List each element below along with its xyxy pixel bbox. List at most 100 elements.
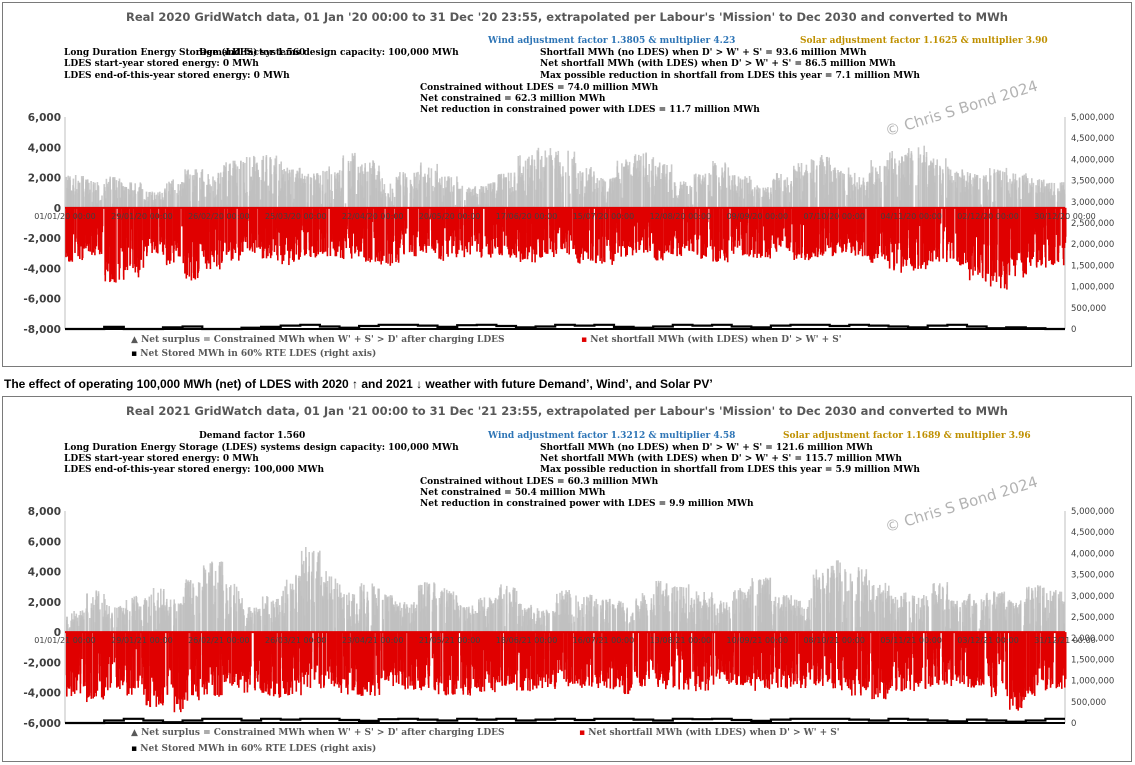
surplus-point bbox=[80, 617, 83, 633]
surplus-point bbox=[92, 597, 94, 633]
surplus-point bbox=[126, 609, 129, 633]
shortfall-point bbox=[881, 207, 884, 233]
surplus-point bbox=[263, 609, 265, 633]
surplus-point bbox=[605, 625, 608, 633]
shortfall-point bbox=[243, 207, 245, 235]
shortfall-point bbox=[120, 207, 122, 249]
shortfall-point bbox=[903, 207, 906, 240]
shortfall-point bbox=[439, 207, 441, 229]
surplus-point bbox=[371, 583, 374, 633]
surplus-point bbox=[131, 190, 134, 208]
surplus-point bbox=[806, 188, 808, 208]
surplus-point bbox=[802, 191, 804, 208]
shortfall-point bbox=[841, 207, 843, 244]
shortfall-point bbox=[983, 207, 985, 245]
surplus-point bbox=[364, 613, 366, 633]
surplus-point bbox=[501, 205, 504, 208]
surplus-point bbox=[444, 176, 446, 208]
shortfall-point bbox=[107, 207, 110, 264]
surplus-point bbox=[393, 606, 395, 633]
surplus-point bbox=[105, 178, 108, 208]
shortfall-point bbox=[971, 207, 974, 254]
shortfall-point bbox=[804, 207, 806, 256]
surplus-point bbox=[289, 583, 292, 633]
surplus-point bbox=[280, 188, 282, 208]
shortfall-point bbox=[791, 207, 794, 225]
shortfall-point bbox=[545, 207, 548, 235]
surplus-point bbox=[464, 200, 466, 208]
surplus-point bbox=[482, 190, 485, 208]
surplus-point bbox=[613, 177, 616, 208]
surplus-point bbox=[172, 179, 174, 208]
surplus-point bbox=[229, 163, 231, 208]
surplus-point bbox=[595, 598, 598, 633]
ldes-capacity: Long Duration Energy Storage (LDES) syst… bbox=[64, 48, 459, 58]
surplus-point bbox=[348, 600, 351, 633]
shortfall-point bbox=[665, 207, 667, 252]
surplus-point bbox=[198, 582, 201, 633]
surplus-point bbox=[397, 623, 399, 633]
shortfall-point bbox=[526, 207, 529, 260]
y-tick-label: -4,000 bbox=[23, 263, 61, 275]
shortfall-point bbox=[711, 207, 713, 240]
surplus-point bbox=[621, 163, 623, 208]
shortfall-point bbox=[335, 207, 338, 257]
shortfall-point bbox=[385, 207, 387, 263]
max-reduction: Max possible reduction in shortfall from… bbox=[540, 465, 920, 475]
shortfall-point bbox=[994, 207, 996, 239]
shortfall-point bbox=[835, 207, 837, 229]
surplus-point bbox=[754, 187, 756, 208]
surplus-point bbox=[384, 594, 386, 633]
surplus-point bbox=[292, 202, 295, 208]
shortfall-point bbox=[631, 207, 634, 248]
shortfall-point bbox=[677, 207, 680, 244]
surplus-point bbox=[400, 625, 402, 633]
surplus-point bbox=[838, 175, 840, 208]
surplus-point bbox=[273, 165, 275, 208]
surplus-point bbox=[704, 600, 706, 633]
shortfall-point bbox=[452, 207, 455, 246]
shortfall-point bbox=[676, 207, 678, 257]
surplus-point bbox=[207, 184, 210, 208]
shortfall-point bbox=[775, 207, 778, 252]
shortfall-point bbox=[221, 207, 223, 237]
ldes-capacity: Long Duration Energy Storage (LDES) syst… bbox=[64, 443, 459, 453]
surplus-point bbox=[475, 630, 477, 633]
shortfall-point bbox=[570, 207, 573, 241]
surplus-point bbox=[435, 605, 438, 633]
shortfall-point bbox=[448, 207, 450, 241]
surplus-point bbox=[338, 186, 341, 208]
surplus-point bbox=[974, 202, 976, 208]
surplus-point bbox=[239, 623, 242, 633]
surplus-point bbox=[533, 614, 536, 633]
shortfall-point bbox=[161, 207, 164, 252]
surplus-point bbox=[552, 616, 555, 633]
surplus-point bbox=[129, 611, 131, 633]
surplus-point bbox=[766, 188, 768, 208]
shortfall-point bbox=[399, 207, 401, 248]
surplus-point bbox=[699, 183, 701, 208]
surplus-point bbox=[774, 190, 777, 208]
shortfall-point bbox=[117, 207, 120, 264]
x-tick-label: 30/12/20 00:00 bbox=[1034, 212, 1096, 221]
surplus-point bbox=[513, 589, 515, 633]
surplus-point bbox=[679, 184, 682, 208]
surplus-point bbox=[334, 578, 337, 633]
shortfall-point bbox=[204, 207, 207, 264]
shortfall-point bbox=[86, 207, 88, 246]
surplus-point bbox=[351, 153, 354, 208]
shortfall-point bbox=[369, 207, 371, 263]
shortfall-point bbox=[403, 207, 405, 229]
surplus-point bbox=[537, 151, 540, 208]
surplus-point bbox=[707, 619, 709, 633]
surplus-point bbox=[354, 152, 356, 208]
shortfall-point bbox=[1040, 207, 1042, 240]
surplus-point bbox=[697, 608, 700, 633]
surplus-point bbox=[155, 194, 158, 208]
surplus-point bbox=[80, 176, 83, 208]
surplus-point bbox=[894, 163, 897, 208]
surplus-point bbox=[361, 164, 363, 208]
shortfall-point bbox=[781, 207, 784, 241]
shortfall-point bbox=[447, 207, 449, 257]
shortfall-point bbox=[925, 207, 928, 261]
